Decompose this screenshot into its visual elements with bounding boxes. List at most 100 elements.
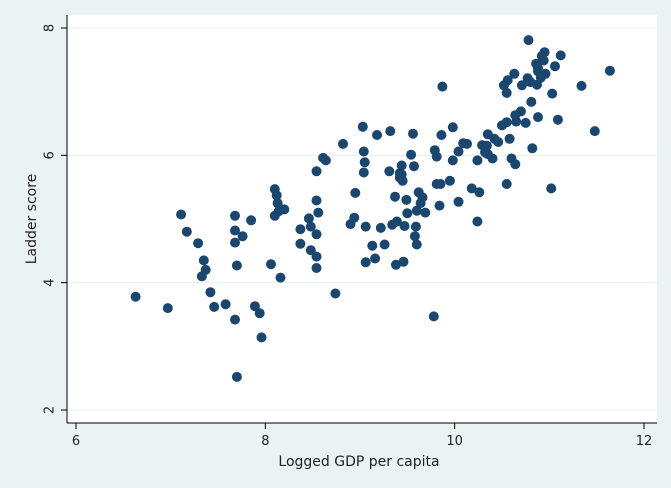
- data-point: [275, 272, 286, 283]
- data-point: [555, 50, 566, 61]
- data-point: [510, 159, 521, 170]
- data-point: [198, 255, 209, 266]
- data-point: [502, 75, 513, 86]
- data-point: [533, 112, 543, 123]
- data-point: [406, 149, 417, 160]
- data-point: [431, 151, 442, 162]
- data-point: [523, 35, 534, 46]
- data-point: [527, 143, 538, 154]
- data-point: [246, 215, 257, 226]
- data-point: [350, 187, 361, 198]
- data-point: [447, 155, 458, 166]
- data-point: [220, 299, 231, 310]
- data-point: [474, 187, 485, 198]
- data-point: [230, 237, 240, 248]
- data-point: [539, 47, 550, 58]
- data-point: [311, 195, 322, 206]
- data-point: [372, 130, 382, 140]
- data-point: [254, 308, 265, 319]
- x-tick-label: 10: [446, 434, 463, 449]
- data-point: [516, 80, 527, 91]
- data-point: [509, 68, 520, 79]
- data-point: [437, 81, 448, 92]
- data-point: [396, 160, 407, 171]
- data-point: [391, 216, 402, 227]
- data-point: [357, 121, 368, 132]
- data-point: [295, 238, 306, 249]
- data-point: [358, 167, 369, 178]
- data-point: [444, 175, 455, 186]
- data-point: [193, 238, 204, 249]
- data-point: [408, 128, 418, 139]
- data-point: [501, 117, 512, 128]
- data-point: [504, 133, 515, 144]
- data-point: [359, 157, 370, 168]
- data-point: [272, 198, 283, 209]
- data-point: [453, 196, 464, 207]
- data-point: [515, 106, 526, 117]
- data-point: [338, 138, 348, 149]
- data-point: [256, 332, 267, 343]
- data-point: [237, 231, 248, 242]
- data-point: [472, 155, 483, 166]
- data-point: [493, 137, 504, 147]
- y-tick-label: 8: [43, 24, 58, 32]
- data-point: [417, 192, 428, 203]
- x-axis-ticks: 6 8 10 12: [72, 423, 652, 449]
- data-point: [358, 146, 369, 157]
- y-tick-label: 6: [43, 151, 58, 159]
- data-point: [390, 191, 400, 202]
- data-point: [501, 87, 512, 98]
- data-point: [462, 138, 472, 149]
- data-point: [176, 209, 187, 220]
- data-point: [385, 126, 396, 137]
- data-point: [230, 225, 240, 236]
- data-point: [466, 183, 477, 194]
- data-point: [420, 207, 431, 218]
- data-point: [230, 314, 240, 325]
- data-point: [230, 210, 240, 221]
- data-point: [303, 213, 314, 224]
- data-point: [311, 229, 322, 240]
- data-point: [411, 239, 422, 250]
- data-point: [434, 200, 445, 211]
- data-point: [375, 222, 386, 233]
- data-point: [305, 245, 316, 256]
- data-point: [397, 175, 408, 186]
- data-point: [384, 166, 395, 177]
- data-point: [526, 96, 537, 107]
- data-point: [271, 190, 282, 201]
- data-point: [320, 155, 331, 166]
- data-point: [401, 194, 412, 205]
- data-point: [550, 61, 560, 72]
- data-point: [181, 226, 192, 237]
- data-point: [481, 140, 492, 151]
- y-tick-label: 2: [43, 406, 58, 414]
- data-point: [311, 263, 322, 273]
- data-point: [538, 55, 549, 66]
- y-tick-label: 4: [43, 279, 58, 287]
- x-tick-label: 8: [261, 434, 269, 449]
- data-point: [279, 204, 290, 215]
- data-point: [367, 240, 378, 251]
- data-point: [305, 221, 316, 232]
- data-point: [205, 287, 216, 298]
- data-point: [487, 153, 498, 164]
- data-point: [409, 161, 419, 172]
- data-point: [130, 291, 141, 302]
- data-point: [391, 259, 401, 270]
- data-point: [520, 117, 531, 128]
- data-point: [349, 212, 360, 223]
- data-point: [552, 114, 563, 125]
- data-points: [130, 35, 615, 382]
- data-point: [604, 65, 615, 76]
- data-point: [576, 80, 587, 91]
- data-point: [402, 208, 413, 219]
- data-point: [501, 179, 512, 189]
- data-point: [428, 311, 439, 322]
- x-tick-label: 6: [72, 434, 80, 449]
- data-point: [547, 88, 558, 99]
- data-point: [311, 251, 322, 262]
- data-point: [399, 221, 410, 231]
- data-point: [409, 231, 420, 242]
